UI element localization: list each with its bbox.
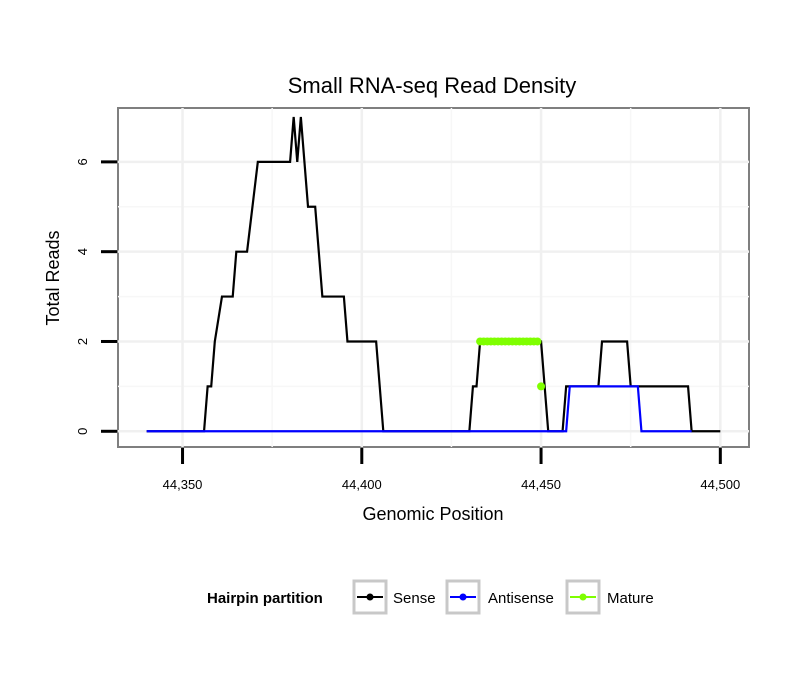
x-axis-title: Genomic Position xyxy=(362,504,503,524)
series-layer xyxy=(146,116,721,433)
legend-title: Hairpin partition xyxy=(207,590,323,607)
y-tick-label: 2 xyxy=(75,338,90,345)
legend-label-antisense: Antisense xyxy=(488,590,554,607)
x-tick-label: 44,350 xyxy=(163,477,203,492)
legend-key-point-mature xyxy=(579,593,587,601)
chart-title: Small RNA-seq Read Density xyxy=(288,73,577,98)
legend: Hairpin partition Sense Antisense Mature xyxy=(207,579,654,615)
legend-key-point-sense xyxy=(366,593,374,601)
mature-point xyxy=(533,337,542,346)
x-axis: 44,350 44,400 44,450 44,500 xyxy=(163,448,740,492)
plot-panel xyxy=(117,107,750,448)
x-tick-label: 44,500 xyxy=(700,477,740,492)
y-tick-label: 6 xyxy=(75,158,90,165)
x-tick-label: 44,400 xyxy=(342,477,382,492)
y-axis: 0 2 4 6 xyxy=(75,158,117,435)
y-tick-label: 4 xyxy=(75,248,90,255)
antisense-series-line xyxy=(146,385,692,433)
legend-label-sense: Sense xyxy=(393,590,436,607)
legend-key-point-antisense xyxy=(459,593,467,601)
x-tick-label: 44,450 xyxy=(521,477,561,492)
mature-point xyxy=(537,382,546,391)
legend-label-mature: Mature xyxy=(607,590,654,607)
y-tick-label: 0 xyxy=(75,428,90,435)
y-axis-title: Total Reads xyxy=(43,230,63,325)
